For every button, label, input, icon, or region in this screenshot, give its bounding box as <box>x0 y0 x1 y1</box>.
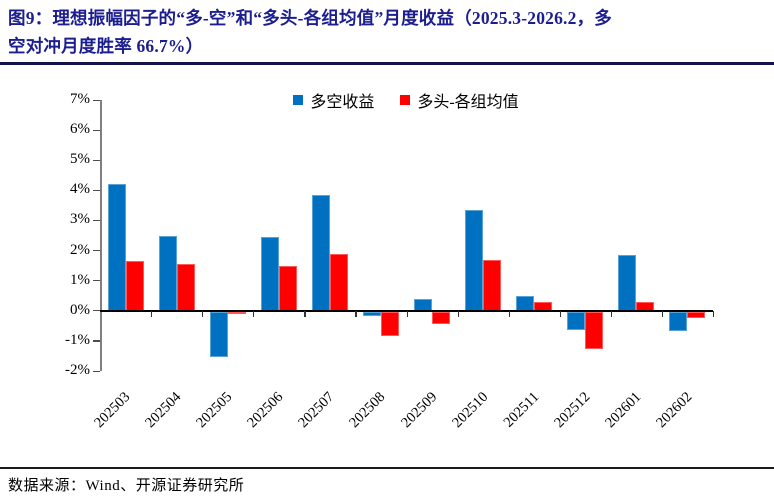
legend-label-long-short: 多空收益 <box>310 94 375 111</box>
bar-long-minus-avg <box>585 311 604 350</box>
x-axis-tick-label: 202508 <box>346 389 389 432</box>
chart-legend: 多空收益 多头-各组均值 <box>0 88 774 112</box>
bar-long-short <box>669 311 688 332</box>
y-axis-tick-label: 1% <box>70 271 90 288</box>
bar-long-short <box>260 237 279 311</box>
legend-label-long-minus-avg: 多头-各组均值 <box>417 94 519 111</box>
y-axis-tick-label: 4% <box>70 181 90 198</box>
y-axis-tick <box>93 310 100 312</box>
y-axis-tick-label: 5% <box>70 151 90 168</box>
x-axis-tick <box>151 310 153 317</box>
bar-long-short <box>209 311 228 357</box>
bar-long-short <box>107 184 126 311</box>
bar-long-short <box>414 298 432 311</box>
legend-swatch-long-short <box>293 95 304 105</box>
legend-item-long-minus-avg: 多头-各组均值 <box>400 88 519 112</box>
bar-long-short <box>516 295 535 311</box>
y-axis-tick <box>93 340 100 342</box>
bar-long-minus-avg <box>687 311 706 318</box>
bar-long-short <box>362 311 381 317</box>
x-axis-tick <box>559 310 561 317</box>
figure-title: 图9：理想振幅因子的“多-空”和“多头-各组均值”月度收益（2025.3-202… <box>8 4 768 60</box>
y-axis-tick <box>93 250 100 252</box>
x-axis-tick-label: 202602 <box>653 389 696 432</box>
y-axis-tick <box>93 370 100 372</box>
bar-long-short <box>618 255 637 311</box>
y-axis-tick-label: 7% <box>70 91 90 107</box>
bar-chart: 7% 6% 5% 4% 3% 2% 1% 0% -1% -2% 202503 202504 202505… <box>65 91 715 432</box>
y-axis-tick <box>93 159 100 161</box>
x-axis-tick <box>713 310 715 317</box>
x-axis-tick <box>508 310 510 317</box>
x-axis-tick-label: 202506 <box>244 389 287 432</box>
y-axis-tick <box>93 99 100 101</box>
x-axis-tick-label: 202505 <box>193 389 236 432</box>
x-axis-tick-label: 202503 <box>91 389 134 432</box>
y-axis-tick <box>93 219 100 222</box>
x-axis-tick <box>253 310 255 317</box>
x-axis-tick <box>661 310 664 317</box>
x-axis-tick-label: 202512 <box>550 389 594 432</box>
bar-long-minus-avg <box>278 265 297 311</box>
legend-swatch-long-minus-avg <box>400 95 411 105</box>
source-note: 数据来源：Wind、开源证券研究所 <box>8 478 245 494</box>
y-axis-tick <box>93 129 100 131</box>
y-axis-tick <box>93 280 100 282</box>
bar-long-minus-avg <box>432 311 450 324</box>
figure-title-line-2: 空对冲月度胜率 66.7%） <box>8 36 204 56</box>
y-axis-tick-label: -1% <box>65 331 90 348</box>
legend-item-long-short: 多空收益 <box>293 88 374 112</box>
y-axis-line <box>100 100 102 371</box>
footer-divider <box>0 467 774 469</box>
y-axis-tick-label: 0% <box>70 301 90 318</box>
x-axis-tick-label: 202511 <box>500 389 542 431</box>
x-axis-tick-label: 202507 <box>295 389 338 432</box>
x-axis-tick <box>355 310 357 317</box>
x-axis-tick-label: 202504 <box>142 389 185 432</box>
y-axis-tick <box>93 189 100 192</box>
title-divider <box>0 62 774 65</box>
bar-long-short <box>465 209 484 311</box>
bar-long-minus-avg <box>329 253 348 311</box>
bar-long-short <box>311 194 330 311</box>
figure-title-line-1: 图9：理想振幅因子的“多-空”和“多头-各组均值”月度收益（2025.3-202… <box>8 8 612 28</box>
x-axis-tick <box>457 310 459 317</box>
x-axis-tick <box>202 310 204 317</box>
x-axis-tick <box>406 310 408 317</box>
bar-long-minus-avg <box>176 264 195 311</box>
x-axis-tick-label: 202510 <box>448 389 491 432</box>
x-axis-tick-label: 202601 <box>602 389 645 432</box>
y-axis-tick-label: 2% <box>70 241 90 258</box>
bar-long-minus-avg <box>380 311 399 336</box>
bar-long-minus-avg <box>227 311 246 314</box>
y-axis-tick-label: -2% <box>65 362 90 378</box>
bar-long-short <box>567 311 586 330</box>
x-axis-tick-label: 202509 <box>397 389 440 432</box>
bar-long-short <box>158 235 177 311</box>
x-axis-tick <box>610 310 613 317</box>
y-axis-tick-label: 6% <box>70 121 90 138</box>
bar-long-minus-avg <box>125 261 144 311</box>
bar-long-minus-avg <box>483 259 502 311</box>
y-axis-tick-label: 3% <box>70 211 90 228</box>
x-axis-tick <box>304 310 306 317</box>
